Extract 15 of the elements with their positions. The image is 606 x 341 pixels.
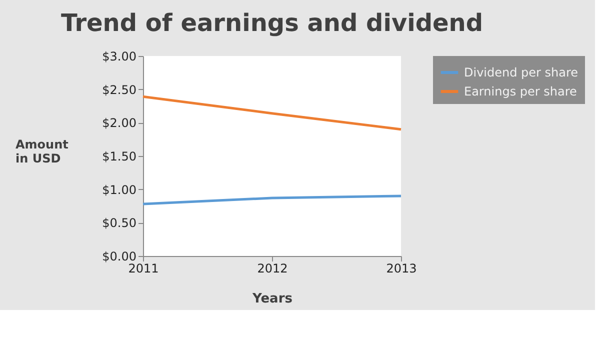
y-axis-title: Amount in USD [16,138,69,166]
y-tick-label: $1.00 [102,182,136,197]
x-tick-label: 2011 [128,262,159,276]
y-tick-label: $3.00 [102,50,136,64]
x-axis-title: Years [252,292,293,306]
x-tick-label: 2013 [386,262,417,276]
legend-label: Earnings per share [464,84,577,98]
chart-title: Trend of earnings and dividend [60,9,484,37]
y-tick-label: $2.00 [102,116,136,130]
y-tick-label: $0.50 [102,216,136,230]
y-tick-label: $0.00 [102,250,136,264]
legend-label: Dividend per share [464,66,578,80]
y-tick-label: $2.50 [102,82,136,97]
x-tick-label: 2012 [257,262,288,276]
y-tick-label: $1.50 [102,150,136,164]
